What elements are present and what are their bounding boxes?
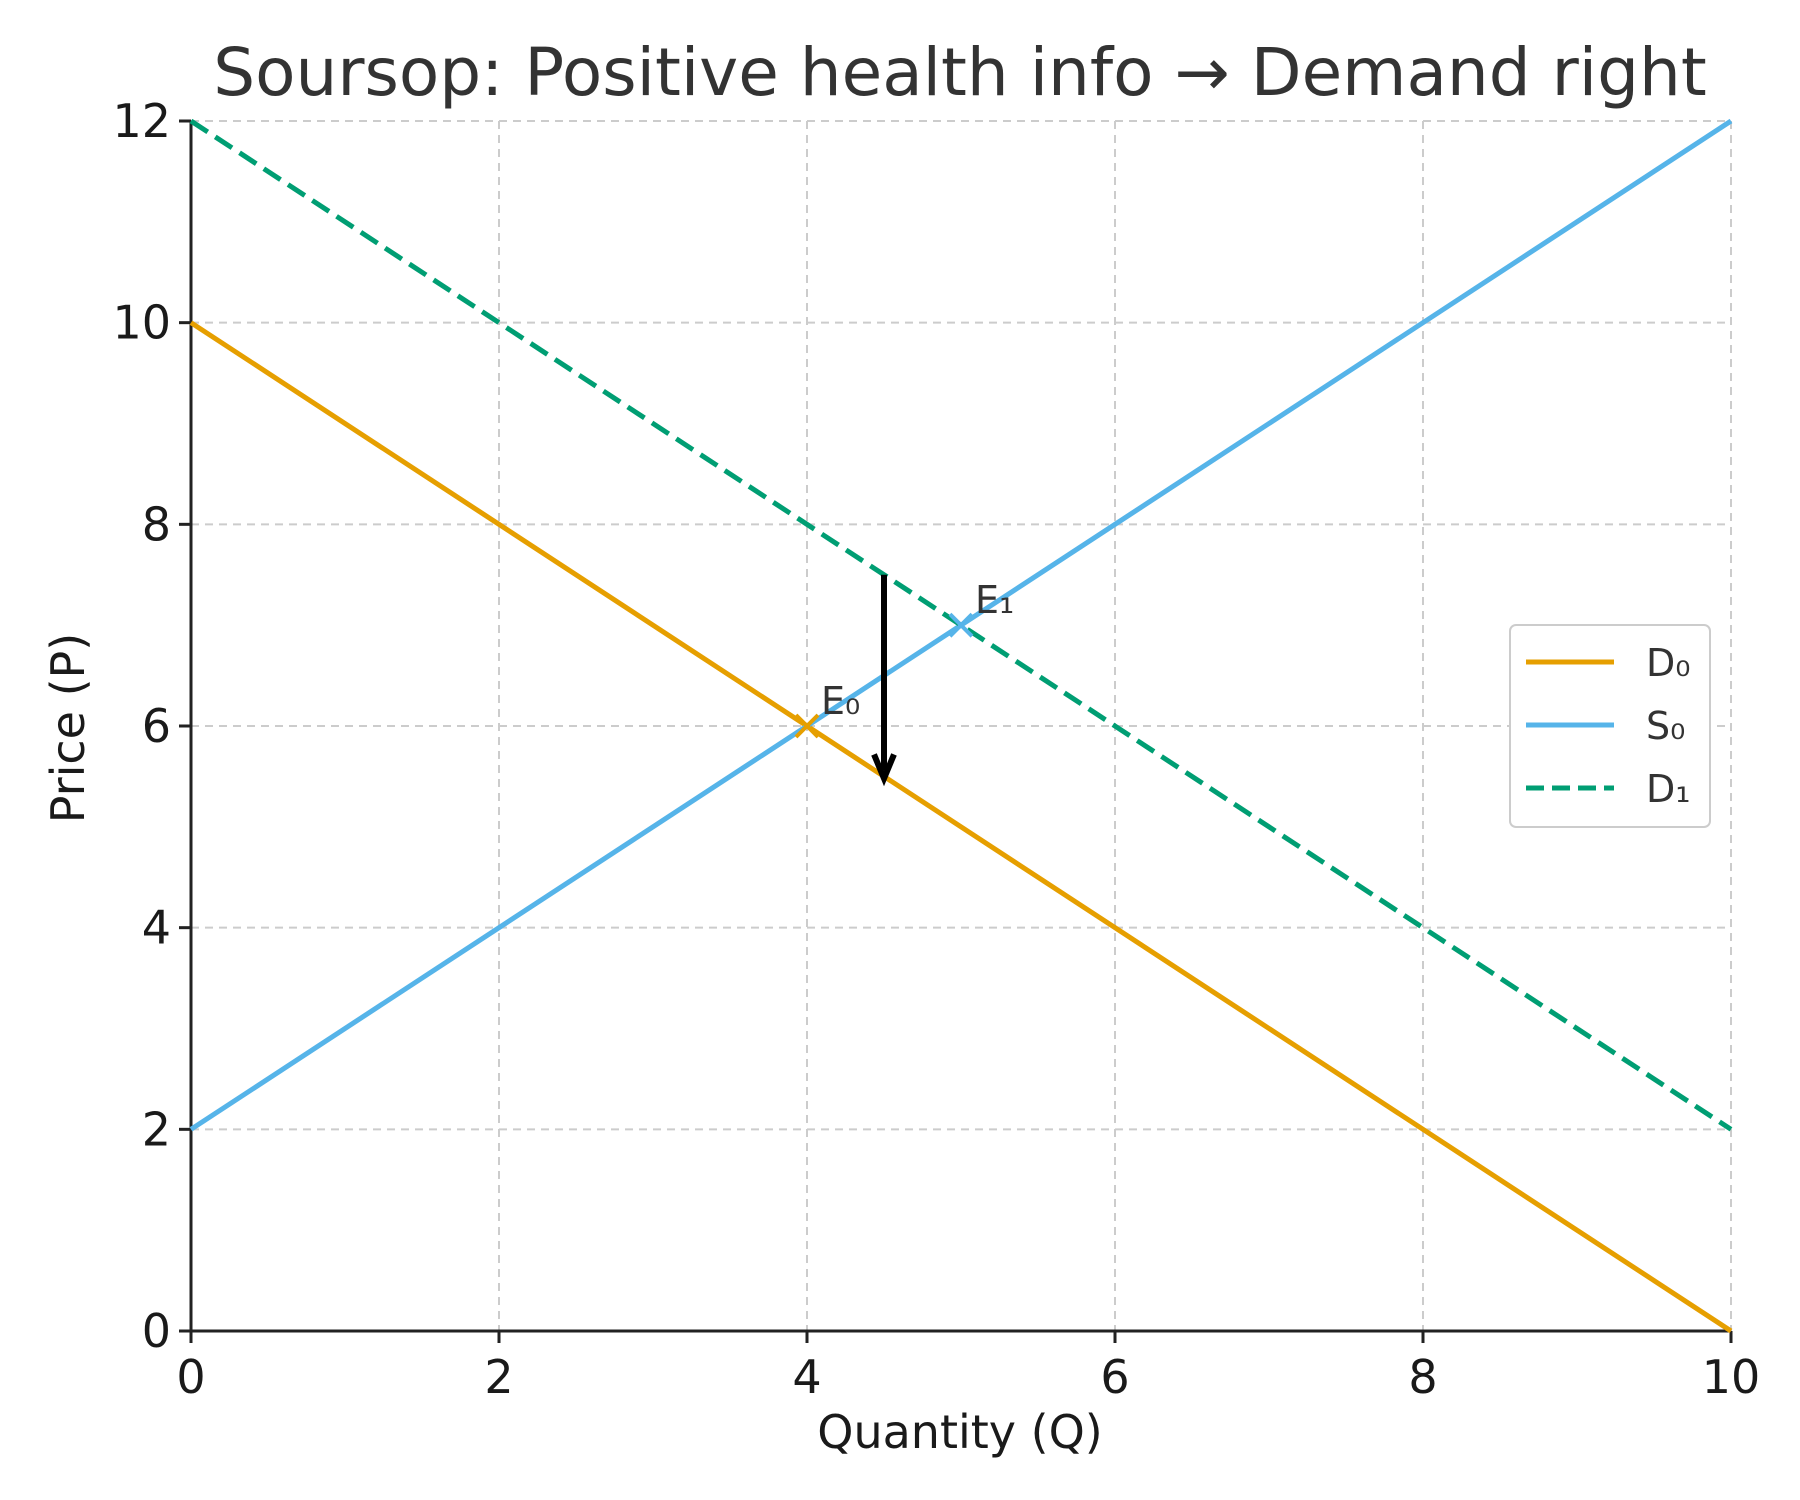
annotations [871,574,897,787]
y-tick-label: 0 [142,1304,171,1358]
legend-label: D₀ [1646,641,1691,685]
series-line-D₁ [189,118,1733,1132]
series-line-D₀ [189,320,1733,1334]
y-axis-label: Price (P) [41,633,95,823]
y-tick-label: 6 [142,699,171,753]
x-tick-label: 8 [1408,1350,1437,1404]
point-marker [794,713,820,739]
x-tick-label: 4 [792,1350,821,1404]
point-marker [948,612,974,638]
y-tick-label: 2 [142,1102,171,1156]
point-label: E₀ [821,679,860,723]
x-tick-label: 10 [1702,1350,1761,1404]
legend-label: S₀ [1646,704,1685,748]
point-label: E₁ [975,578,1014,622]
grid [190,120,1732,1332]
y-tick-label: 4 [142,901,171,955]
y-tick-label: 8 [142,497,171,551]
chart-title: Soursop: Positive health info → Demand r… [213,34,1706,111]
x-axis-label: Quantity (Q) [817,1405,1103,1459]
arrow-head [871,753,897,787]
x-tick-label: 6 [1100,1350,1129,1404]
x-tick-label: 0 [176,1350,205,1404]
y-tick-label: 10 [112,296,171,350]
equilibrium-point: E₁ [948,578,1014,638]
axes: 0 2 4 6 8 10 0 2 4 6 8 10 12 [112,94,1760,1404]
legend-label: D₁ [1646,767,1691,811]
y-tick-label: 12 [112,94,171,148]
legend: D₀ S₀ D₁ [1509,624,1711,828]
shift-arrow [871,574,897,787]
equilibrium-points: E₀ E₁ [794,578,1014,739]
equilibrium-point: E₀ [794,679,860,739]
x-tick-label: 2 [484,1350,513,1404]
